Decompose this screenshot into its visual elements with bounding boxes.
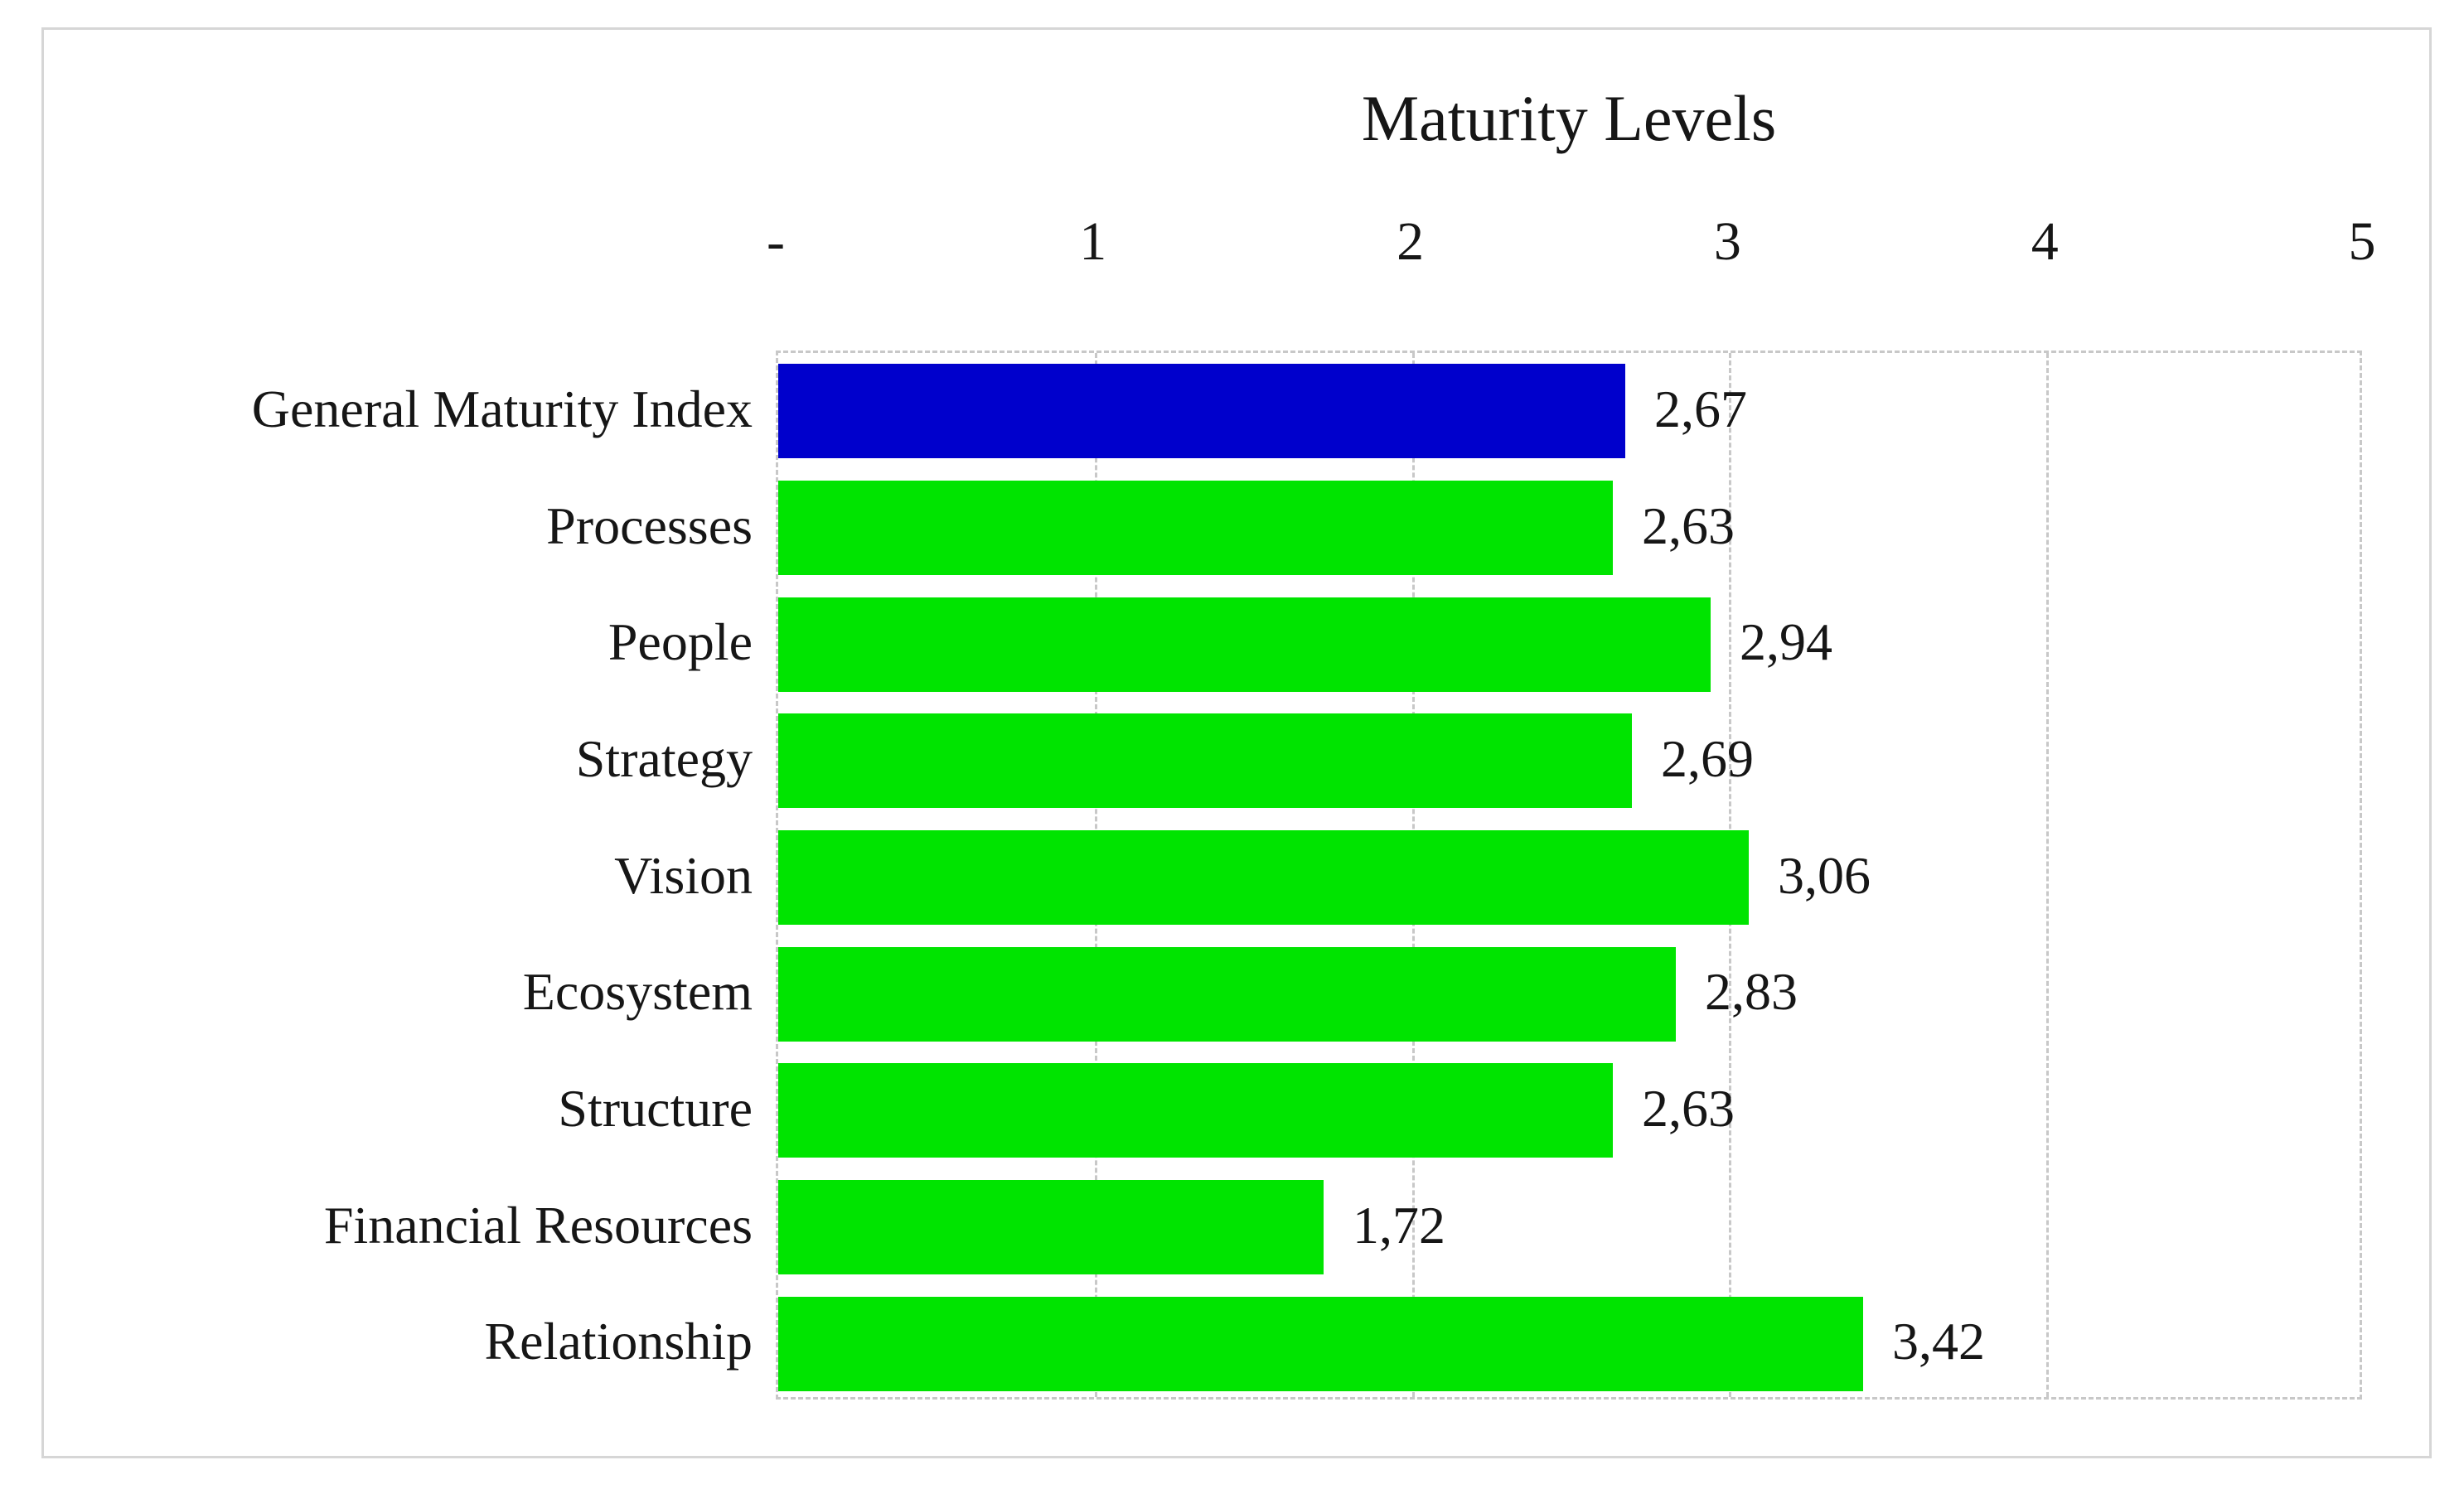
bar	[778, 830, 1749, 925]
axis-tick-label: 3	[1713, 211, 1741, 272]
value-label: 2,67	[1654, 380, 1747, 438]
bar	[778, 947, 1676, 1042]
bar	[778, 713, 1632, 808]
value-label: 2,83	[1705, 962, 1798, 1021]
bar	[778, 1063, 1613, 1158]
axis-tick-label: 4	[2031, 211, 2059, 272]
value-label: 3,06	[1778, 846, 1871, 905]
category-label: General Maturity Index	[251, 380, 753, 438]
bar	[778, 481, 1613, 575]
category-label: Vision	[614, 846, 753, 905]
value-label: 3,42	[1892, 1312, 1985, 1371]
value-label: 1,72	[1353, 1196, 1445, 1255]
axis-tick-label: 5	[2348, 211, 2376, 272]
axis-tick-label: 2	[1397, 211, 1425, 272]
category-label: Ecosystem	[522, 962, 753, 1021]
category-label: Relationship	[484, 1312, 753, 1371]
value-label: 2,69	[1661, 729, 1754, 788]
bar	[778, 1180, 1324, 1274]
bar	[778, 364, 1625, 458]
gridline	[2046, 353, 2050, 1397]
axis-tick-label: -	[767, 211, 785, 272]
category-label: Structure	[558, 1079, 753, 1138]
value-label: 2,63	[1642, 496, 1735, 555]
category-label: Financial Resources	[323, 1196, 753, 1255]
category-label: People	[608, 612, 753, 671]
bar	[778, 597, 1711, 692]
bar	[778, 1297, 1863, 1391]
plot-area	[776, 351, 2362, 1400]
value-label: 2,94	[1740, 612, 1832, 671]
category-label: Processes	[546, 496, 753, 555]
value-label: 2,63	[1642, 1079, 1735, 1138]
category-label: Strategy	[575, 729, 753, 788]
chart-title: Maturity Levels	[1361, 82, 1777, 154]
axis-tick-label: 1	[1079, 211, 1107, 272]
figure-frame: Maturity Levels - 1 2 3 4 5 General Maturity …	[41, 27, 2432, 1458]
